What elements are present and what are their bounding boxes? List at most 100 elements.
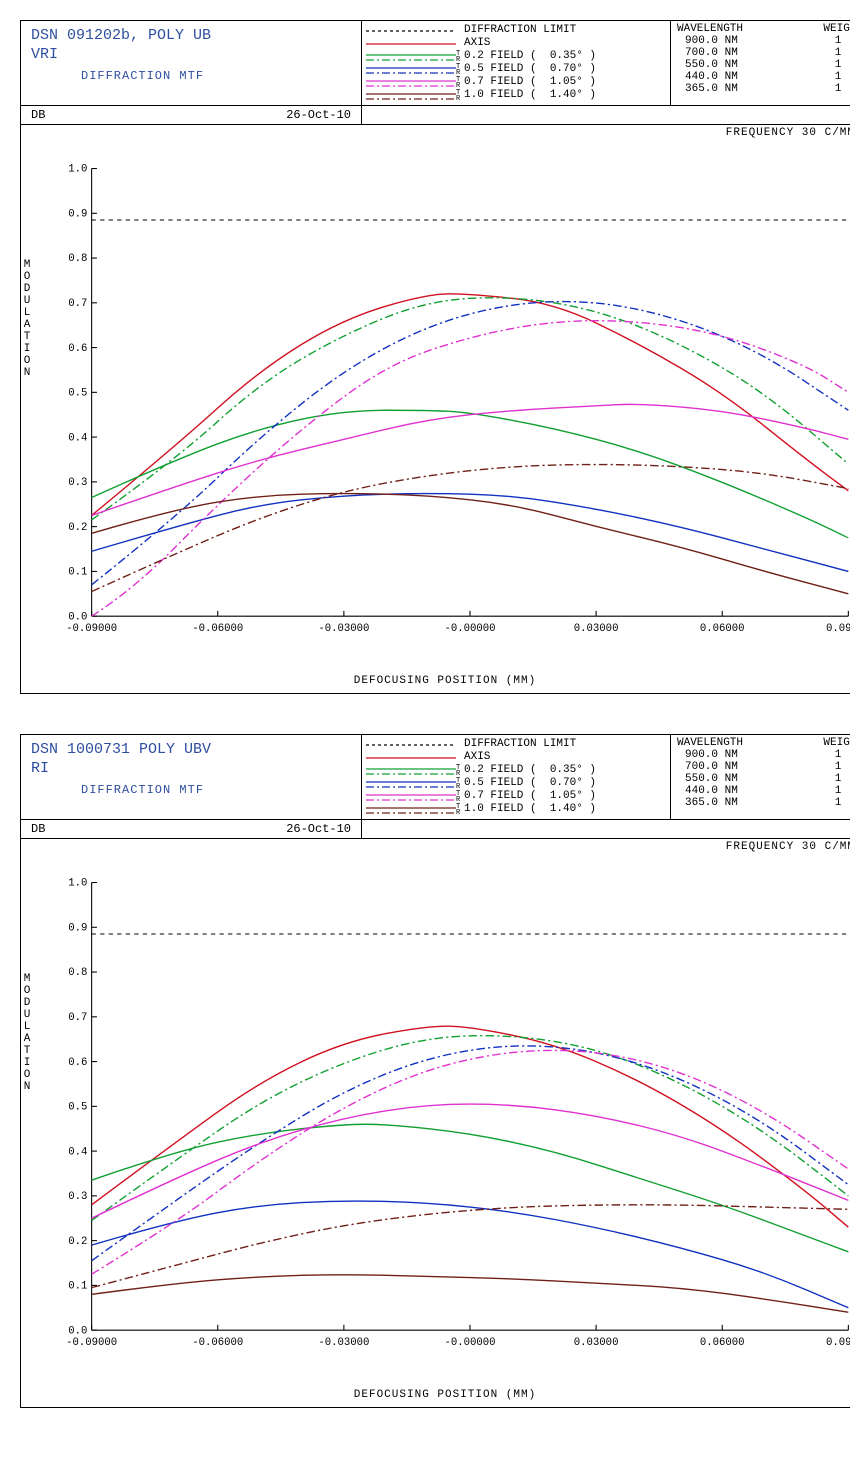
wl-weight: 1: [813, 749, 850, 761]
ytick-label: 0.8: [68, 253, 87, 265]
xtick-label: -0.03000: [318, 623, 369, 635]
wavelength-row: 700.0 NM1: [677, 47, 850, 59]
ytick-label: 0.1: [68, 567, 87, 579]
legend-swatch: [366, 25, 456, 37]
chart-title-1: DSN 1000731 POLY UBV: [31, 741, 351, 758]
plot-svg: 0.00.10.20.30.40.50.60.70.80.91.0-0.0900…: [49, 143, 850, 663]
ytick-label: 0.3: [68, 477, 87, 489]
legend-label: 0.2 FIELD ( 0.35° ): [464, 764, 666, 777]
wl-head-weight: WEIGHT: [813, 23, 850, 35]
frequency-label: FREQUENCY 30 C/MM: [21, 125, 850, 139]
legend-tr-marker: TR: [456, 765, 464, 777]
xtick-label: -0.06000: [192, 623, 243, 635]
ytick-label: 0.1: [68, 1281, 87, 1293]
date-label: 26-Oct-10: [286, 108, 351, 122]
wl-value: 900.0 NM: [677, 749, 813, 761]
wl-value: 700.0 NM: [677, 761, 813, 773]
chart-title-2: VRI: [31, 46, 351, 63]
title-block: DSN 091202b, POLY UB VRI DIFFRACTION MTF: [21, 21, 362, 105]
legend-swatch: [366, 778, 456, 790]
wl-head-label: WAVELENGTH: [677, 23, 813, 35]
xtick-label: 0.03000: [574, 623, 619, 635]
wavelength-row: 900.0 NM1: [677, 35, 850, 47]
wavelength-block: WAVELENGTHWEIGHT900.0 NM1700.0 NM1550.0 …: [671, 735, 850, 819]
legend-swatch: [366, 804, 456, 816]
mtf-curve: [92, 1124, 849, 1252]
legend-label: 0.7 FIELD ( 1.05° ): [464, 76, 666, 89]
xtick-label: 0.09000: [826, 1337, 850, 1349]
ytick-label: 0.4: [68, 1146, 87, 1158]
legend-tr-marker: TR: [456, 804, 464, 816]
ytick-label: 0.5: [68, 388, 87, 400]
legend-swatch: [366, 791, 456, 803]
legend-tr-marker: TR: [456, 77, 464, 89]
ytick-label: 0.6: [68, 343, 87, 355]
xtick-label: -0.00000: [444, 1337, 495, 1349]
db-label: DB: [31, 108, 286, 122]
wl-weight: 1: [813, 773, 850, 785]
wl-value: 440.0 NM: [677, 785, 813, 797]
legend-tr-marker: TR: [456, 64, 464, 76]
plot-area: MODULATION 0.00.10.20.30.40.50.60.70.80.…: [21, 853, 850, 1407]
legend-label: AXIS: [464, 751, 666, 764]
mtf-curve: [92, 404, 849, 515]
legend-row: DIFFRACTION LIMIT: [366, 24, 666, 37]
mtf-curve: [92, 1046, 849, 1261]
wl-weight: 1: [813, 785, 850, 797]
wl-value: 700.0 NM: [677, 47, 813, 59]
legend-label: 1.0 FIELD ( 1.40° ): [464, 89, 666, 102]
ytick-label: 1.0: [68, 164, 87, 176]
wl-value: 550.0 NM: [677, 59, 813, 71]
wl-weight: 1: [813, 59, 850, 71]
legend-label: 0.5 FIELD ( 0.70° ): [464, 777, 666, 790]
legend-label: AXIS: [464, 37, 666, 50]
wl-head-weight: WEIGHT: [813, 737, 850, 749]
wl-weight: 1: [813, 761, 850, 773]
mtf-curve: [92, 294, 849, 516]
legend-row: TR 1.0 FIELD ( 1.40° ): [366, 803, 666, 816]
wavelength-row: 440.0 NM1: [677, 785, 850, 797]
legend-label: DIFFRACTION LIMIT: [464, 738, 666, 751]
ytick-label: 1.0: [68, 878, 87, 890]
plot-svg: 0.00.10.20.30.40.50.60.70.80.91.0-0.0900…: [49, 857, 850, 1377]
ytick-label: 0.7: [68, 298, 87, 310]
legend-row: AXIS: [366, 751, 666, 764]
legend-label: 1.0 FIELD ( 1.40° ): [464, 803, 666, 816]
wl-value: 440.0 NM: [677, 71, 813, 83]
legend-block: DIFFRACTION LIMIT AXIS TR 0.2 FIELD ( 0.…: [362, 735, 671, 819]
ytick-label: 0.0: [68, 1325, 87, 1337]
legend-swatch: [366, 739, 456, 751]
ytick-label: 0.7: [68, 1012, 87, 1024]
legend-swatch: [366, 752, 456, 764]
ytick-label: 0.6: [68, 1057, 87, 1069]
mtf-curve: [92, 465, 849, 592]
legend-swatch: [366, 38, 456, 50]
mtf-chart-panel: DSN 1000731 POLY UBV RI DIFFRACTION MTF …: [20, 734, 850, 1408]
y-axis-label: MODULATION: [23, 259, 33, 379]
wavelength-block: WAVELENGTHWEIGHT900.0 NM1700.0 NM1550.0 …: [671, 21, 850, 105]
db-label: DB: [31, 822, 286, 836]
xtick-label: 0.06000: [700, 1337, 745, 1349]
legend-row: DIFFRACTION LIMIT: [366, 738, 666, 751]
frequency-label: FREQUENCY 30 C/MM: [21, 839, 850, 853]
mtf-curve: [92, 494, 849, 572]
wavelength-row: 900.0 NM1: [677, 749, 850, 761]
db-row: DB 26-Oct-10: [21, 106, 850, 125]
legend-label: 0.5 FIELD ( 0.70° ): [464, 63, 666, 76]
wavelength-row: 365.0 NM1: [677, 83, 850, 95]
wl-weight: 1: [813, 35, 850, 47]
ytick-label: 0.8: [68, 967, 87, 979]
wavelength-row: 550.0 NM1: [677, 59, 850, 71]
ytick-label: 0.5: [68, 1102, 87, 1114]
wavelength-row: 440.0 NM1: [677, 71, 850, 83]
wl-value: 900.0 NM: [677, 35, 813, 47]
y-axis-label: MODULATION: [23, 973, 33, 1093]
ytick-label: 0.2: [68, 1236, 87, 1248]
legend-label: DIFFRACTION LIMIT: [464, 24, 666, 37]
wavelength-row: 550.0 NM1: [677, 773, 850, 785]
mtf-curve: [92, 298, 849, 520]
wl-weight: 1: [813, 797, 850, 809]
chart-header: DSN 1000731 POLY UBV RI DIFFRACTION MTF …: [21, 735, 850, 820]
mtf-curve: [92, 1050, 849, 1274]
mtf-curve: [92, 1036, 849, 1221]
